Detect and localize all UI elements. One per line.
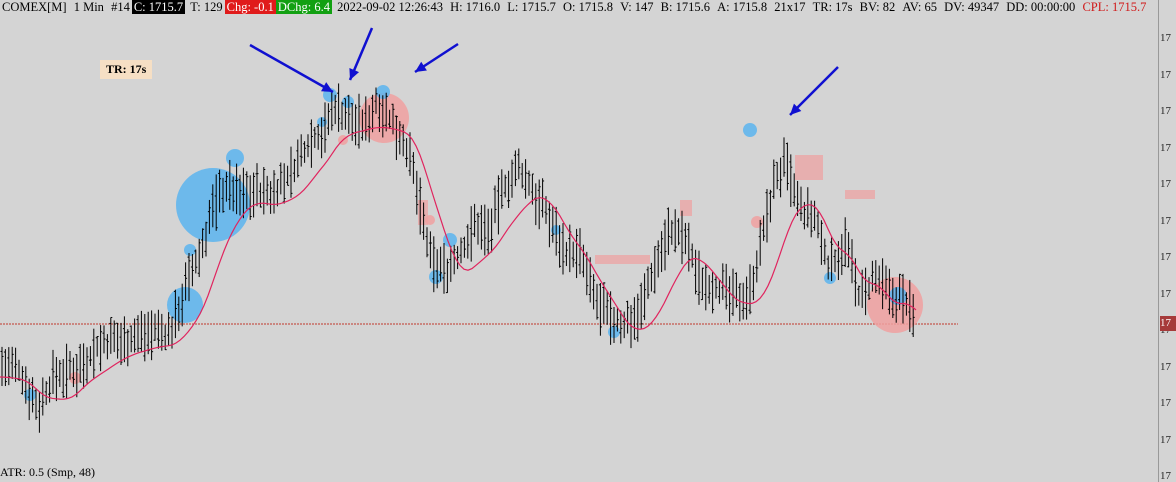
zone-rect <box>680 200 692 216</box>
arrow-head-icon <box>321 82 333 92</box>
price-tick: 17 <box>1160 434 1171 446</box>
zone-rect <box>418 200 428 225</box>
arrow-head-icon <box>349 68 360 80</box>
price-tick: 17 <box>1160 105 1171 117</box>
price-tick: 17 <box>1160 397 1171 409</box>
bid-volume: BV: 82 <box>859 0 896 14</box>
price-tick: 17 <box>1160 32 1171 44</box>
sell-volume-bubble <box>867 277 923 333</box>
duration: DD: 00:00:00 <box>1006 0 1076 14</box>
price-axis[interactable]: 17 17 17 17 17 17 17 17 17 17 17 17 17 <box>1158 0 1176 482</box>
price-tick: 17 <box>1160 470 1171 482</box>
bid-price: B: 1715.6 <box>660 0 710 14</box>
moving-average-line <box>0 126 917 400</box>
price-tick: 17 <box>1160 361 1171 373</box>
open-price: O: 1715.8 <box>562 0 613 14</box>
buy-volume-bubble <box>167 287 203 323</box>
atr-label: ATR: 0.5 <box>0 465 45 479</box>
arrow-head-icon <box>790 103 802 115</box>
bar-number: #14 <box>111 0 130 14</box>
interval: 1 Min <box>73 0 104 14</box>
change-badge: Chg: -0.1 <box>224 0 276 14</box>
buy-volume-bubble <box>184 244 196 256</box>
zone-rect <box>845 190 875 199</box>
zone-rect <box>595 255 650 264</box>
buy-volume-bubble <box>824 272 836 284</box>
annotation-arrow <box>789 66 839 116</box>
tick-count: T: 129 <box>190 0 223 14</box>
volume: V: 147 <box>620 0 654 14</box>
sell-volume-bubble <box>425 215 435 225</box>
close-price: C: 1715.7 <box>131 0 186 14</box>
cpl-value: CPL: 1715.7 <box>1082 0 1147 14</box>
price-tick: 17 <box>1160 215 1171 227</box>
indicator-legend: ATR: 0.5 (Smp, 48) <box>0 465 95 480</box>
low-price: L: 1715.7 <box>507 0 556 14</box>
sell-volume-bubble <box>751 216 763 228</box>
symbol: COMEX[M] <box>2 0 67 14</box>
datetime: 2022-09-02 12:26:43 <box>337 0 443 14</box>
chart-info-bar: COMEX[M] 1 Min #14 C: 1715.7 T: 129 Chg: -… <box>0 0 1148 16</box>
price-tick: 17 <box>1160 178 1171 190</box>
time-remaining: TR: 17s <box>812 0 853 14</box>
delta-volume: DV: 49347 <box>944 0 1000 14</box>
price-tick: 17 <box>1160 251 1171 263</box>
atr-smoothing: (Smp, 48) <box>47 465 96 479</box>
bid-ask-size: 21x17 <box>774 0 806 14</box>
time-remaining-badge: TR: 17s <box>100 60 153 79</box>
daily-change-badge: DChg: 6.4 <box>275 0 332 14</box>
arrow-head-icon <box>415 61 427 72</box>
buy-volume-bubble <box>743 123 757 137</box>
high-price: H: 1716.0 <box>450 0 501 14</box>
current-price-marker: 17 <box>1160 316 1176 331</box>
price-tick: 17 <box>1160 288 1171 300</box>
buy-volume-bubble <box>429 270 443 284</box>
ask-price: A: 1715.8 <box>717 0 768 14</box>
annotation-arrow <box>249 43 334 94</box>
zone-rect <box>795 155 823 180</box>
price-tick: 17 <box>1160 142 1171 154</box>
sell-volume-bubble <box>359 93 409 143</box>
sell-volume-bubble <box>69 372 81 384</box>
ask-volume: AV: 65 <box>902 0 937 14</box>
price-tick: 17 <box>1160 69 1171 81</box>
buy-volume-bubble <box>226 149 244 167</box>
